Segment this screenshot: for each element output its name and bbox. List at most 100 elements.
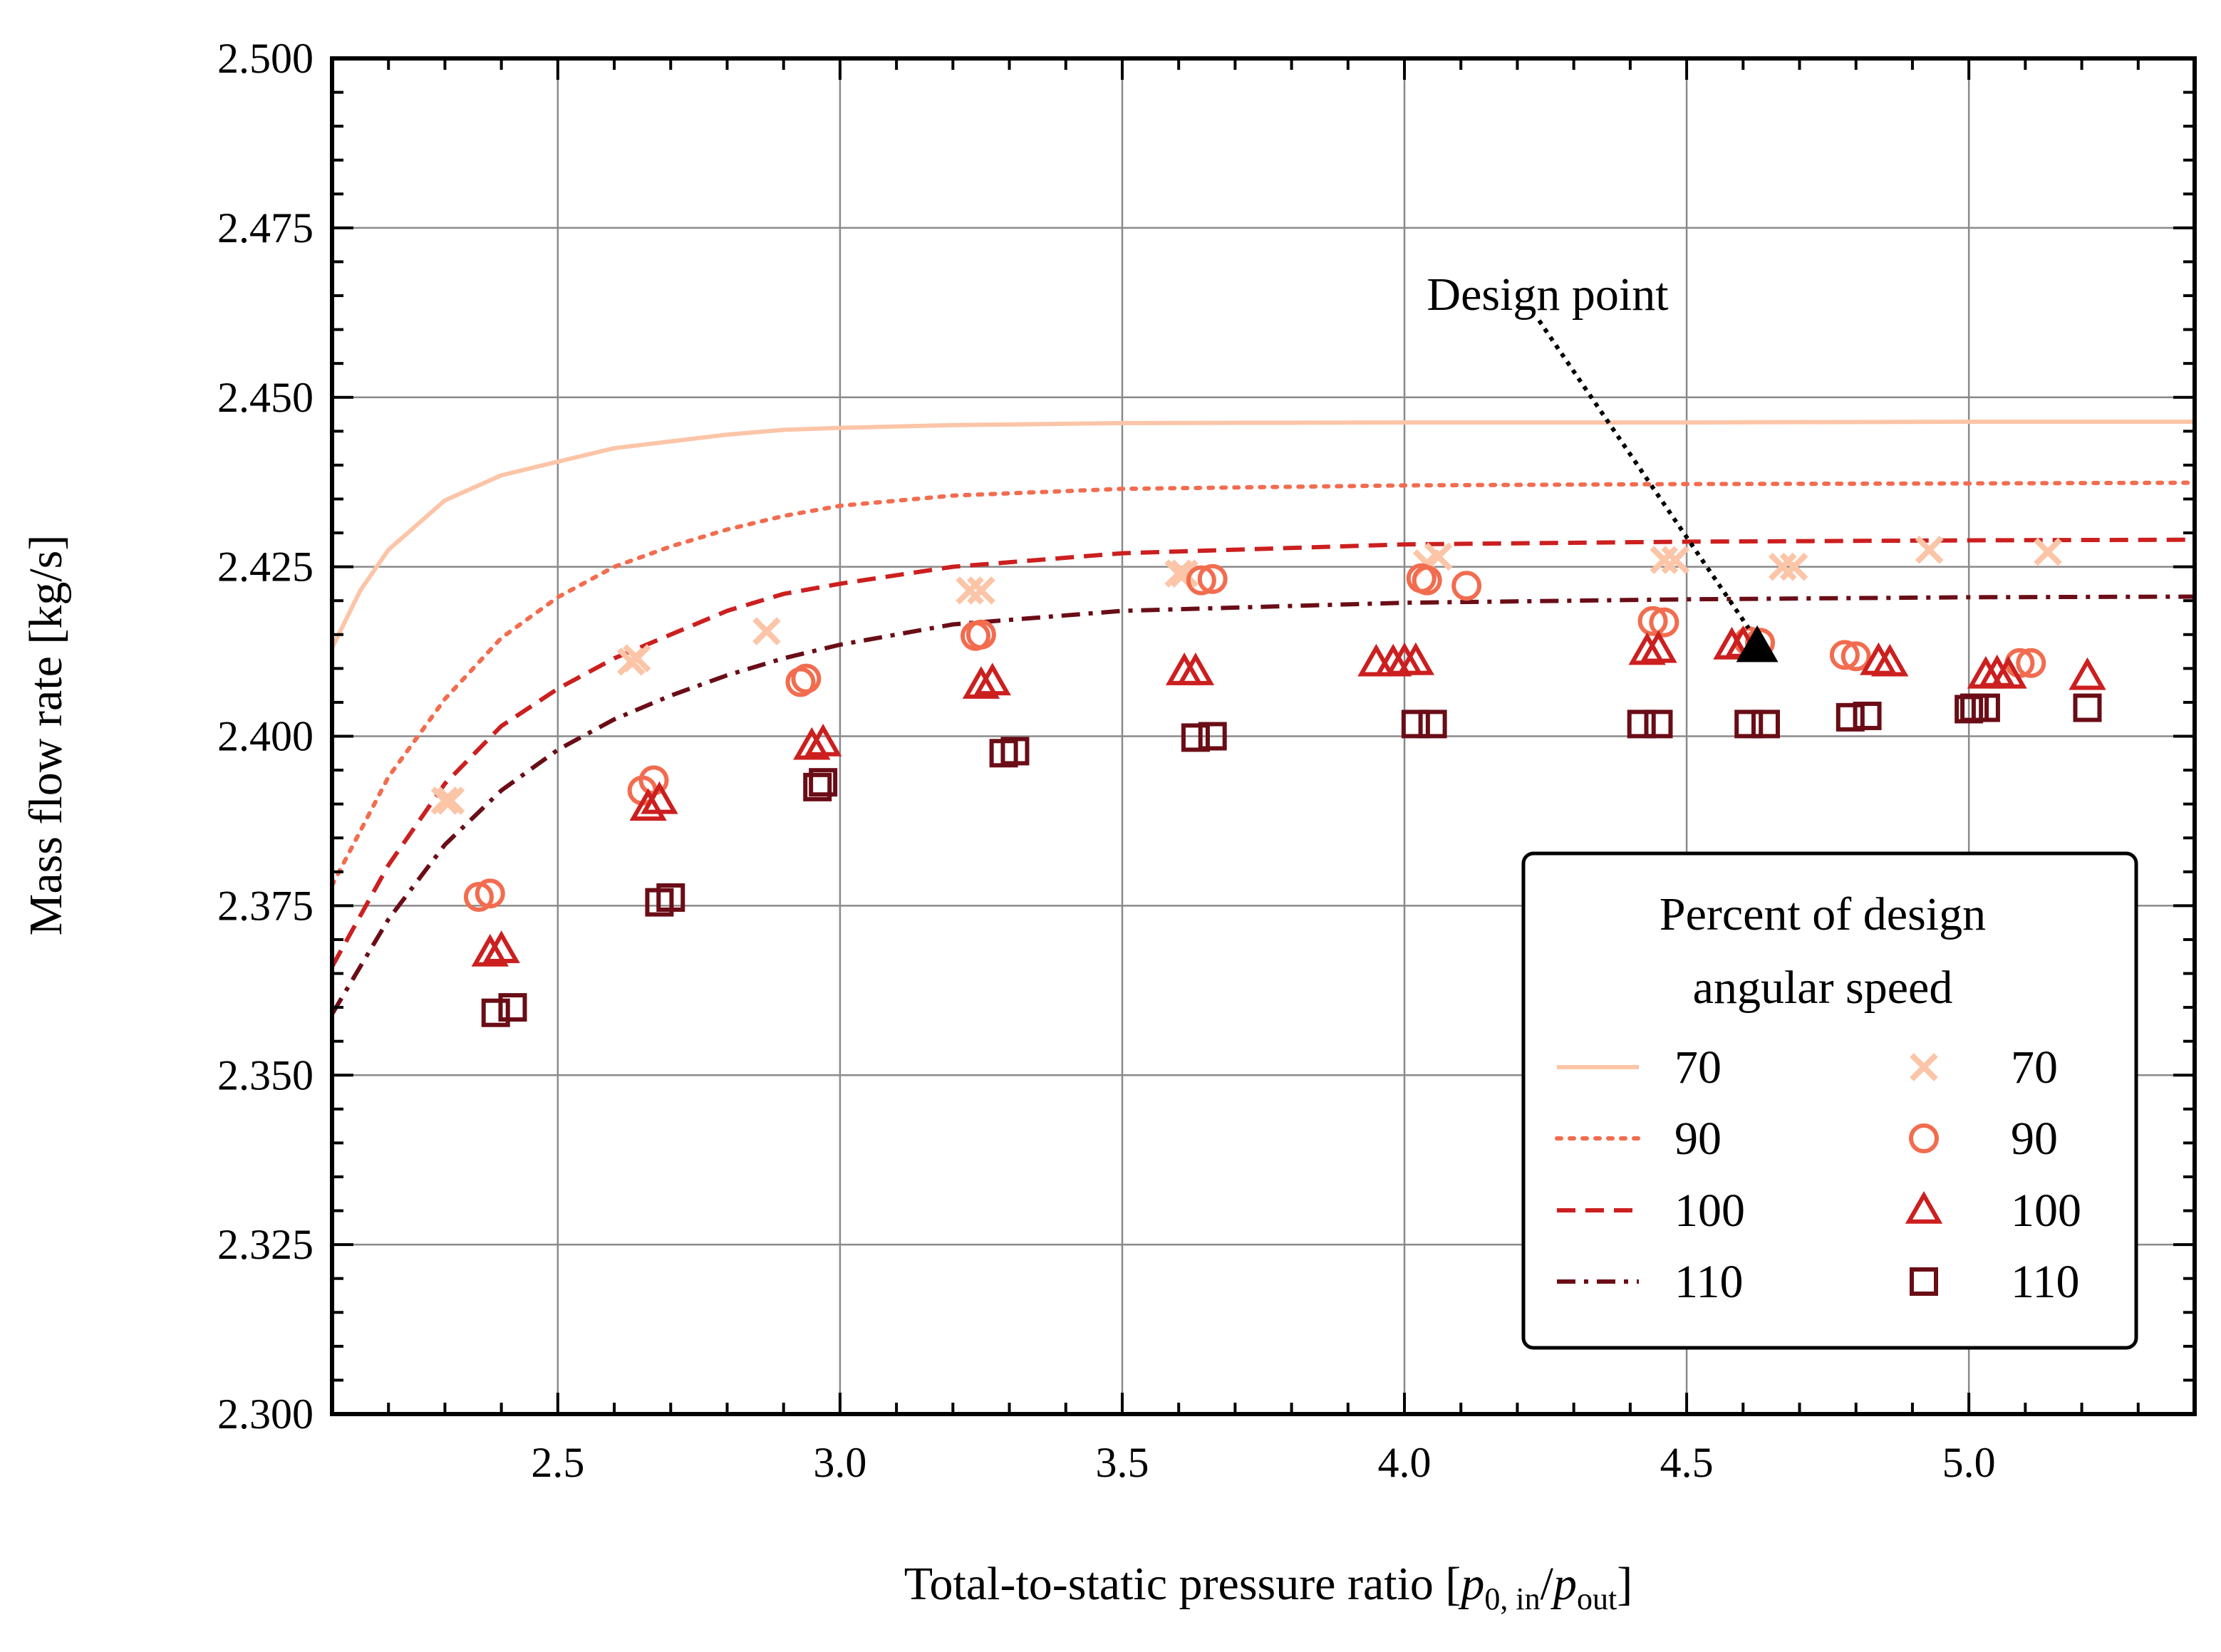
y-tick-label: 2.450: [217, 374, 314, 421]
marker-90-point: [791, 663, 822, 694]
marker-90-point: [1186, 565, 1216, 596]
marker-90-point: [1829, 640, 1860, 670]
marker-100-point: [962, 666, 1000, 699]
marker-70-point: [436, 786, 465, 815]
marker-110-point: [498, 993, 527, 1022]
legend-marker-swatch-70: [1910, 1053, 1938, 1081]
marker-110-point: [1181, 723, 1210, 752]
line-series-70: [330, 420, 2195, 650]
marker-90-point: [1197, 563, 1228, 594]
x-tick-label: 3.5: [1095, 1439, 1149, 1486]
marker-100-point: [629, 788, 667, 821]
marker-70-point: [956, 576, 984, 605]
marker-100-point: [973, 663, 1011, 696]
marker-90-point: [1649, 607, 1679, 638]
x-tick-label: 4.5: [1660, 1439, 1714, 1486]
marker-90-point: [475, 878, 505, 909]
line-series-90: [330, 480, 2197, 888]
marker-110-point: [1644, 710, 1673, 739]
y-tick-label: 2.425: [217, 544, 314, 591]
marker-110-point: [809, 768, 838, 797]
y-tick-label: 2.375: [217, 882, 314, 929]
marker-70-point: [1768, 552, 1797, 581]
x-axis-title-p-numerator: p: [1458, 1558, 1484, 1610]
y-tick-label: 2.400: [217, 713, 314, 760]
marker-110-point: [656, 883, 685, 912]
design-point-arrow: [1537, 319, 1751, 630]
marker-90-point: [1841, 641, 1871, 672]
marker-110-point: [1198, 722, 1227, 751]
model-lines: [330, 420, 2197, 1016]
marker-100-point: [793, 727, 831, 760]
y-tick-label: 2.475: [217, 204, 314, 251]
marker-110-point: [1401, 710, 1430, 739]
marker-110-point: [1627, 710, 1656, 739]
legend-marker-swatch-110: [1910, 1267, 1938, 1296]
marker-100-point: [1176, 653, 1215, 685]
legend-line-label-110: 110: [1674, 1256, 1744, 1308]
marker-100-point: [471, 933, 509, 967]
y-tick-label: 2.350: [217, 1051, 314, 1098]
legend-marker-label-70: 70: [2011, 1041, 2058, 1093]
axis-ticks: [331, 57, 2196, 1415]
x-tick-label: 5.0: [1942, 1439, 1996, 1486]
marker-70-point: [967, 576, 995, 605]
marker-100-point: [641, 781, 678, 814]
marker-70-point: [1424, 542, 1453, 571]
legend-marker-swatch-100: [1905, 1190, 1943, 1224]
marker-110-point: [481, 998, 510, 1027]
marker-90-point: [1412, 565, 1442, 596]
marker-110-point: [1853, 701, 1882, 730]
x-axis-title: Total-to-static pressure ratio [p0, in/p…: [904, 1558, 1632, 1616]
legend-marker-label-90: 90: [2011, 1113, 2058, 1165]
marker-70-point: [1170, 559, 1198, 588]
legend: Percent of design angular speed 70 90 100 1…: [1521, 851, 2138, 1350]
y-axis-title: Mass flow rate [kg/s]: [20, 535, 72, 936]
line-series-110: [330, 594, 2195, 1016]
marker-70-point: [1661, 546, 1690, 574]
y-tick-label: 2.500: [217, 35, 314, 82]
legend-line-label-90: 90: [1674, 1113, 1722, 1165]
marker-100-point: [1397, 642, 1435, 675]
marker-110-point: [1418, 710, 1447, 739]
legend-marker-swatch-90: [1909, 1123, 1939, 1153]
marker-90-point: [965, 619, 996, 650]
legend-marker-label-110: 110: [2011, 1256, 2080, 1308]
marker-100-point: [804, 723, 842, 757]
legend-entries: 70 90 100 110 70 90 100 110: [1555, 1041, 2081, 1308]
x-axis-title-p-denominator: p: [1550, 1558, 1577, 1610]
marker-90-point: [2016, 648, 2046, 678]
legend-title-line-1: Percent of design: [1660, 888, 1986, 940]
y-tick-label: 2.300: [217, 1391, 314, 1438]
tick-labels: 2.5 3.0 3.5 4.0 4.5 5.0 2.300 2.325 2.350 2.375 2.…: [217, 35, 1996, 1486]
marker-100-point: [482, 930, 520, 963]
design-point-annotation: Design point: [1427, 269, 1779, 663]
marker-70-point: [622, 644, 651, 672]
marker-100-point: [2069, 657, 2106, 690]
legend-title-line-2: angular speed: [1693, 962, 1953, 1014]
x-axis-title-prefix: Total-to-static pressure ratio [: [904, 1558, 1461, 1610]
marker-70-point: [752, 617, 781, 645]
legend-marker-label-100: 100: [2011, 1185, 2081, 1237]
design-point-label: Design point: [1427, 269, 1668, 321]
marker-110-point: [1000, 737, 1030, 766]
marker-110-point: [1751, 710, 1780, 739]
x-tick-label: 4.0: [1378, 1439, 1432, 1486]
marker-70-point: [1915, 536, 1944, 564]
line-series-100: [330, 537, 2195, 968]
marker-110-point: [1734, 710, 1764, 739]
marker-110-point: [1971, 693, 2000, 722]
legend-line-label-70: 70: [1674, 1041, 1722, 1093]
legend-box: [1521, 851, 2138, 1350]
marker-70-point: [1779, 552, 1808, 581]
marker-100-point: [1871, 643, 1909, 677]
marker-90-point: [1451, 571, 1482, 601]
measured-markers: [430, 536, 2106, 1027]
marker-110-point: [2073, 693, 2102, 722]
design-point-marker: [1736, 625, 1779, 663]
x-axis-title-slash: /: [1541, 1558, 1554, 1610]
marker-100-point: [1640, 630, 1677, 663]
x-axis-title-sub-denominator: out: [1577, 1581, 1617, 1616]
